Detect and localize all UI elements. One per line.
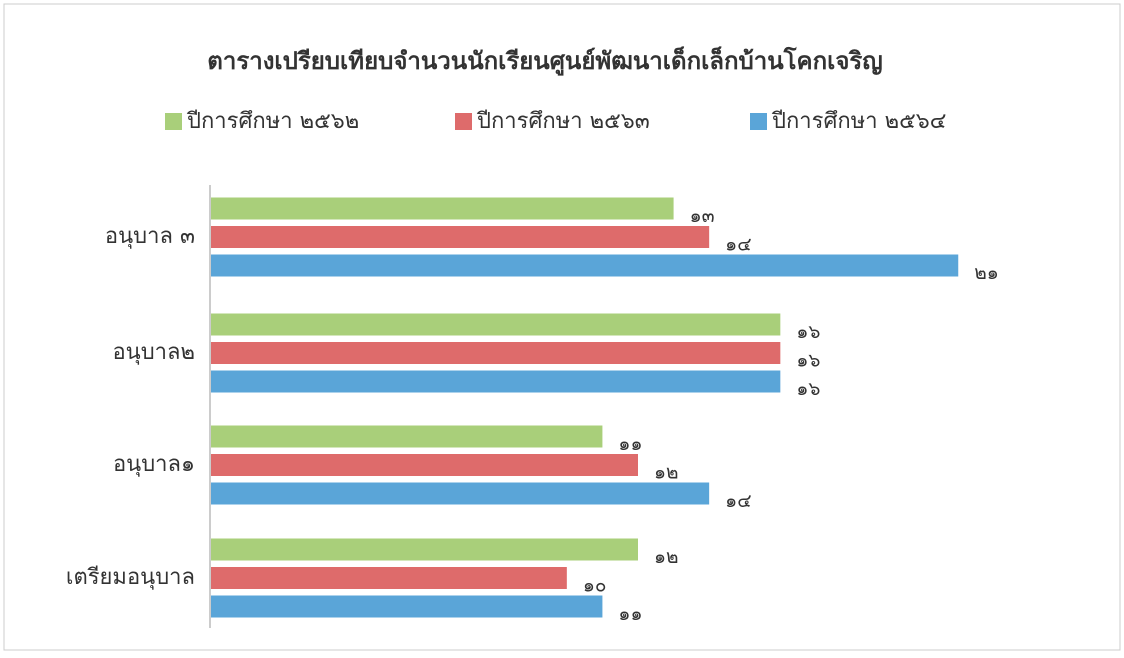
bar — [211, 595, 603, 618]
data-label: ๑๑ — [618, 433, 642, 455]
bar — [211, 482, 710, 505]
bar — [211, 254, 959, 277]
data-label: ๑๐ — [583, 575, 607, 597]
data-label: ๑๔ — [725, 234, 751, 256]
data-label: ๒๑ — [974, 262, 999, 284]
data-label: ๑๒ — [654, 462, 679, 484]
legend-label: ปีการศึกษา ๒๕๖๓ — [476, 109, 650, 134]
data-label: ๑๑ — [618, 603, 642, 625]
y-tick-label: เตรียมอนุบาล — [66, 565, 195, 590]
bar — [211, 370, 781, 393]
legend-label: ปีการศึกษา ๒๕๖๔ — [771, 109, 947, 134]
bar — [211, 567, 567, 589]
data-label: ๑๒ — [654, 546, 679, 568]
data-label: ๑๖ — [796, 321, 820, 343]
y-tick-label: อนุบาล๒ — [112, 340, 195, 365]
bar — [211, 538, 638, 561]
legend-swatch — [165, 113, 182, 130]
legend-label: ปีการศึกษา ๒๕๖๒ — [186, 109, 359, 134]
bar — [211, 197, 674, 220]
data-label: ๑๓ — [690, 205, 715, 227]
data-label: ๑๖ — [796, 350, 820, 372]
bar — [211, 454, 638, 476]
bar — [211, 342, 781, 364]
y-tick-label: อนุบาล๑ — [113, 452, 195, 477]
legend-swatch — [455, 113, 472, 130]
y-tick-label: อนุบาล ๓ — [105, 224, 195, 249]
bar — [211, 313, 781, 336]
bar — [211, 425, 603, 448]
legend-swatch — [750, 113, 767, 130]
data-label: ๑๖ — [796, 378, 820, 400]
data-label: ๑๔ — [725, 490, 751, 512]
bar — [211, 226, 710, 248]
chart-title: ตารางเปรียบเทียบจำนวนนักเรียนศูนย์พัฒนาเ… — [207, 46, 882, 76]
